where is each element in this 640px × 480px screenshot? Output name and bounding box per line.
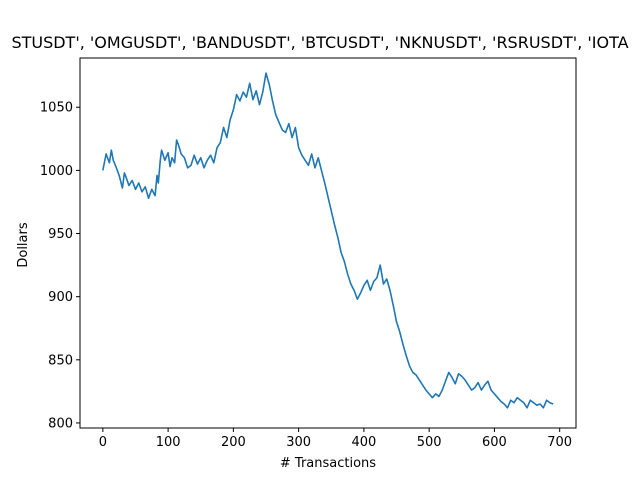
y-tick-label: 850 <box>48 353 73 368</box>
x-tick-label: 700 <box>547 435 572 450</box>
y-tick-label: 950 <box>48 227 73 242</box>
y-axis-label: Dollars <box>16 222 31 267</box>
y-tick-label: 1000 <box>40 164 73 179</box>
y-tick-label: 1050 <box>40 101 73 116</box>
plot-frame <box>79 57 577 429</box>
x-tick-label: 0 <box>99 435 107 450</box>
x-tick-label: 500 <box>417 435 442 450</box>
series-line <box>102 72 554 409</box>
x-tick-label: 100 <box>156 435 181 450</box>
chart-title: STUSDT', 'OMGUSDT', 'BANDUSDT', 'BTCUSDT… <box>11 33 628 52</box>
x-tick-label: 600 <box>482 435 507 450</box>
y-tick-label: 800 <box>48 416 73 431</box>
axis-ticks: 0 100 200 300 400 500 600 700 800 850 900 950 1000 10… <box>40 101 572 450</box>
x-tick-label: 400 <box>351 435 376 450</box>
y-tick-label: 900 <box>48 290 73 305</box>
x-tick-label: 200 <box>221 435 246 450</box>
x-tick-label: 300 <box>286 435 311 450</box>
x-axis-label: # Transactions <box>280 456 376 471</box>
